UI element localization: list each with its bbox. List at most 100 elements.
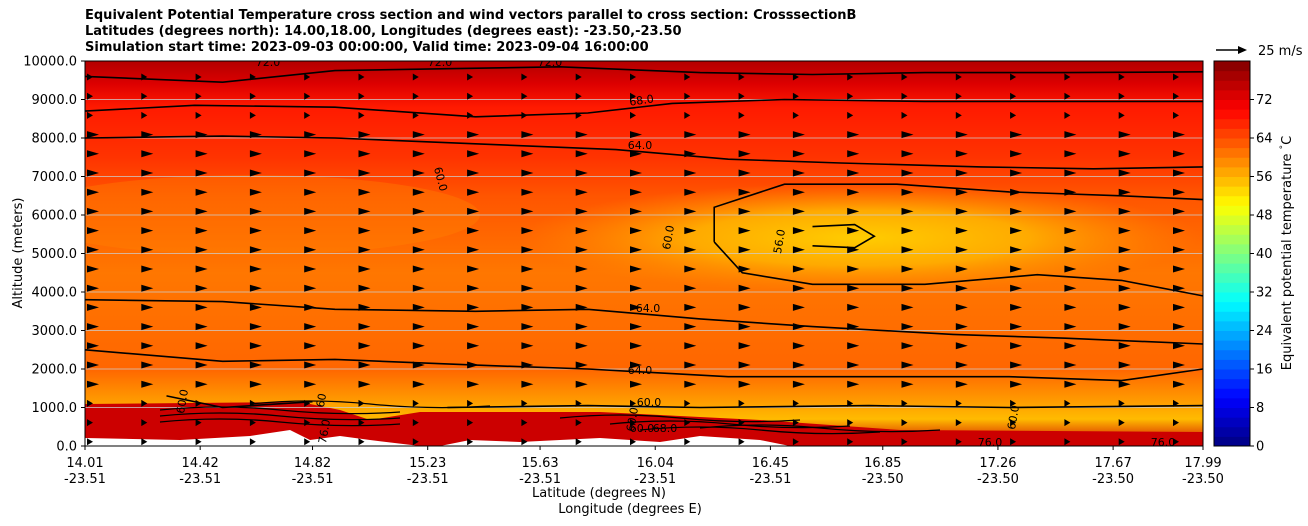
wind-vector: [87, 361, 99, 369]
colorbar-segment: [1214, 89, 1250, 100]
wind-vector: [358, 169, 371, 177]
wind-vector: [249, 246, 262, 254]
wind-vector: [847, 438, 854, 446]
wind-vector: [358, 438, 365, 446]
colorbar-segment: [1214, 436, 1250, 447]
wind-vector: [412, 188, 425, 196]
wind-vector: [141, 380, 154, 388]
wind-vector: [304, 188, 317, 196]
wind-vector: [141, 131, 154, 139]
wind-vector: [1173, 246, 1185, 254]
wind-vector: [955, 92, 962, 100]
wind-vector: [304, 399, 311, 407]
wind-vector: [358, 227, 371, 235]
wind-vector: [575, 284, 588, 292]
wind-vector: [901, 399, 908, 407]
wind-vector: [684, 92, 691, 100]
wind-vector: [87, 92, 93, 100]
wind-vector: [358, 207, 371, 215]
wind-vector: [955, 380, 968, 388]
wind-vector: [87, 342, 99, 350]
wind-vector: [684, 284, 697, 292]
wind-vector: [521, 303, 534, 311]
wind-vector: [1064, 303, 1077, 311]
wind-vector: [467, 438, 474, 446]
wind-vector: [955, 419, 962, 427]
wind-vector: [955, 438, 962, 446]
wind-vector: [901, 111, 908, 119]
wind-vector: [467, 342, 480, 350]
colorbar-segment: [1214, 109, 1250, 120]
wind-vector: [467, 399, 474, 407]
wind-vector: [141, 361, 154, 369]
wind-vector: [792, 284, 805, 292]
wind-vector: [1010, 265, 1023, 273]
colorbar-tick-label: 16: [1256, 363, 1273, 378]
wind-vector: [630, 303, 642, 311]
contour-label: 76.0: [316, 418, 333, 444]
wind-vector: [1118, 92, 1125, 100]
wind-vector: [304, 380, 317, 388]
wind-vector: [575, 111, 582, 119]
contour-line: [447, 404, 1203, 409]
wind-vector: [87, 111, 93, 119]
wind-vector: [792, 361, 805, 369]
x-tick-label-lat: 14.01: [66, 456, 103, 471]
wind-vector: [955, 131, 968, 139]
wind-vector: [1064, 419, 1071, 427]
wind-vector: [1064, 438, 1071, 446]
wind-vector: [249, 380, 262, 388]
wind-vector: [87, 303, 99, 311]
wind-vector: [358, 419, 365, 427]
wind-vector: [630, 92, 636, 100]
wind-vector: [901, 419, 908, 427]
wind-vector: [1010, 419, 1017, 427]
wind-vector: [684, 169, 697, 177]
wind-vector: [738, 111, 745, 119]
wind-vector: [1064, 399, 1071, 407]
wind-vector: [521, 284, 534, 292]
x-axis: 14.01-23.5114.42-23.5114.82-23.5115.23-2…: [64, 446, 1224, 487]
contour-line: [85, 65, 1203, 84]
wind-vector: [792, 131, 805, 139]
x-tick-label-lat: 15.23: [409, 456, 446, 471]
contour-label: 64.0: [636, 302, 661, 315]
colorbar-segment: [1214, 272, 1250, 283]
wind-vector: [847, 380, 860, 388]
wind-vector: [467, 131, 480, 139]
wind-vector: [249, 150, 262, 158]
wind-vector: [901, 380, 914, 388]
wind-vector: [141, 227, 154, 235]
contour-label: 68.0: [653, 422, 678, 435]
wind-vector: [738, 169, 751, 177]
wind-vector: [141, 246, 154, 254]
colorbar-segment: [1214, 157, 1250, 168]
colorbar-segment: [1214, 369, 1250, 380]
wind-vector: [358, 131, 371, 139]
wind-vector: [630, 399, 636, 407]
wind-vector: [412, 150, 425, 158]
wind-vector: [1010, 227, 1023, 235]
wind-vector: [249, 284, 262, 292]
x-tick-label-lat: 17.99: [1184, 456, 1221, 471]
wind-vector: [575, 92, 582, 100]
wind-vector: [87, 227, 99, 235]
wind-vector: [249, 303, 262, 311]
wind-vector: [1173, 361, 1185, 369]
contour-label: 60.0: [630, 422, 655, 435]
wind-vector: [141, 188, 154, 196]
wind-vector: [684, 246, 697, 254]
wind-vector: [1118, 73, 1125, 81]
wind-vector: [412, 111, 419, 119]
wind-vector: [1173, 399, 1179, 407]
wind-vector: [141, 399, 148, 407]
wind-vector: [141, 323, 154, 331]
x-tick-label-lat: 16.85: [864, 456, 901, 471]
title-line-1: Equivalent Potential Temperature cross s…: [85, 8, 857, 23]
wind-vector: [195, 92, 202, 100]
wind-vector: [358, 92, 365, 100]
wind-vector: [195, 361, 208, 369]
wind-vector: [1173, 380, 1185, 388]
wind-vector: [412, 419, 419, 427]
wind-vector: [87, 150, 99, 158]
